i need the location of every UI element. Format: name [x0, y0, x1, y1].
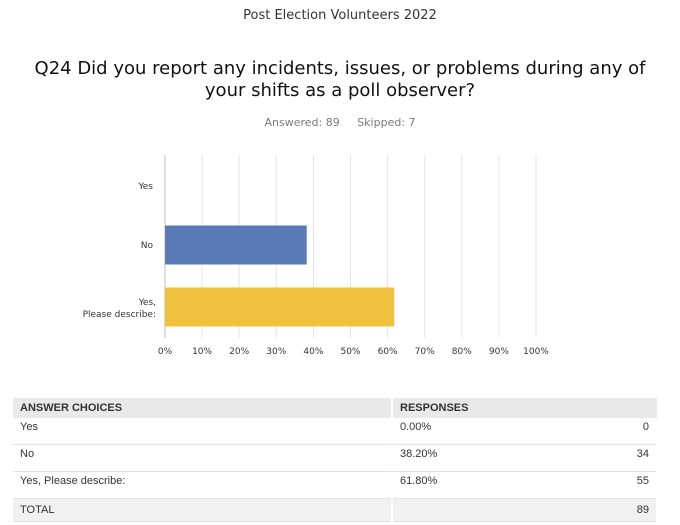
- bar: [165, 287, 395, 327]
- response-cell: 61.80% 55: [392, 471, 658, 499]
- answer-choice: No: [13, 444, 393, 472]
- answer-choice: Yes, Please describe:: [13, 471, 393, 499]
- bar: [165, 225, 307, 265]
- table-header-row: ANSWER CHOICES RESPONSES: [13, 398, 657, 418]
- bars: [165, 225, 395, 327]
- category-label: Yes: [137, 182, 153, 192]
- grid-lines: [164, 155, 537, 338]
- response-cell: 38.20% 34: [392, 444, 658, 472]
- table-total-row: TOTAL 89: [13, 498, 658, 522]
- response-percent: 0.00%: [400, 421, 432, 433]
- response-percent: 38.20%: [400, 448, 438, 460]
- answered-count: Answered: 89: [264, 116, 340, 129]
- answer-choice: Yes: [13, 418, 393, 445]
- total-label: TOTAL: [13, 498, 393, 522]
- response-stats: Answered: 89 Skipped: 7: [0, 116, 680, 129]
- x-tick-label: 20%: [229, 347, 249, 357]
- x-tick-label: 90%: [489, 347, 509, 357]
- response-percent: 61.80%: [400, 475, 438, 487]
- table-row: Yes, Please describe: 61.80% 55: [13, 471, 658, 499]
- question-text: Q24 Did you report any incidents, issues…: [34, 58, 646, 101]
- category-label: No: [141, 241, 154, 251]
- response-cell: 0.00% 0: [392, 418, 658, 445]
- x-tick-label: 60%: [378, 347, 398, 357]
- x-tick-labels: 0% 10% 20% 30% 40% 50% 60% 70% 80% 90% 100%: [158, 347, 549, 357]
- category-labels: Yes No Yes, Please describe:: [83, 182, 156, 320]
- x-tick-label: 80%: [452, 347, 472, 357]
- x-tick-label: 50%: [340, 347, 360, 357]
- table-row: No 38.20% 34: [13, 444, 658, 472]
- x-tick-label: 40%: [303, 347, 323, 357]
- category-label: Yes, Please describe:: [83, 298, 156, 320]
- x-tick-label: 10%: [192, 347, 212, 357]
- total-cell: 89: [392, 498, 658, 522]
- responses-table: ANSWER CHOICES RESPONSES Yes 0.00% 0 No …: [13, 398, 658, 522]
- x-tick-label: 100%: [523, 347, 549, 357]
- bar-chart: Yes No Yes, Please describe: 0% 10% 20% 30% 40%…: [83, 155, 549, 357]
- table-row: Yes 0.00% 0: [13, 418, 658, 445]
- header-answer-choices: ANSWER CHOICES: [13, 398, 393, 418]
- survey-title: Post Election Volunteers 2022: [243, 8, 437, 23]
- response-count: 0: [642, 421, 649, 433]
- x-tick-label: 30%: [266, 347, 286, 357]
- x-tick-label: 0%: [158, 347, 173, 357]
- response-count: 34: [636, 448, 649, 460]
- x-tick-label: 70%: [415, 347, 435, 357]
- total-count: 89: [636, 504, 649, 516]
- response-count: 55: [636, 475, 649, 487]
- skipped-count: Skipped: 7: [357, 116, 416, 129]
- header-responses: RESPONSES: [392, 398, 657, 418]
